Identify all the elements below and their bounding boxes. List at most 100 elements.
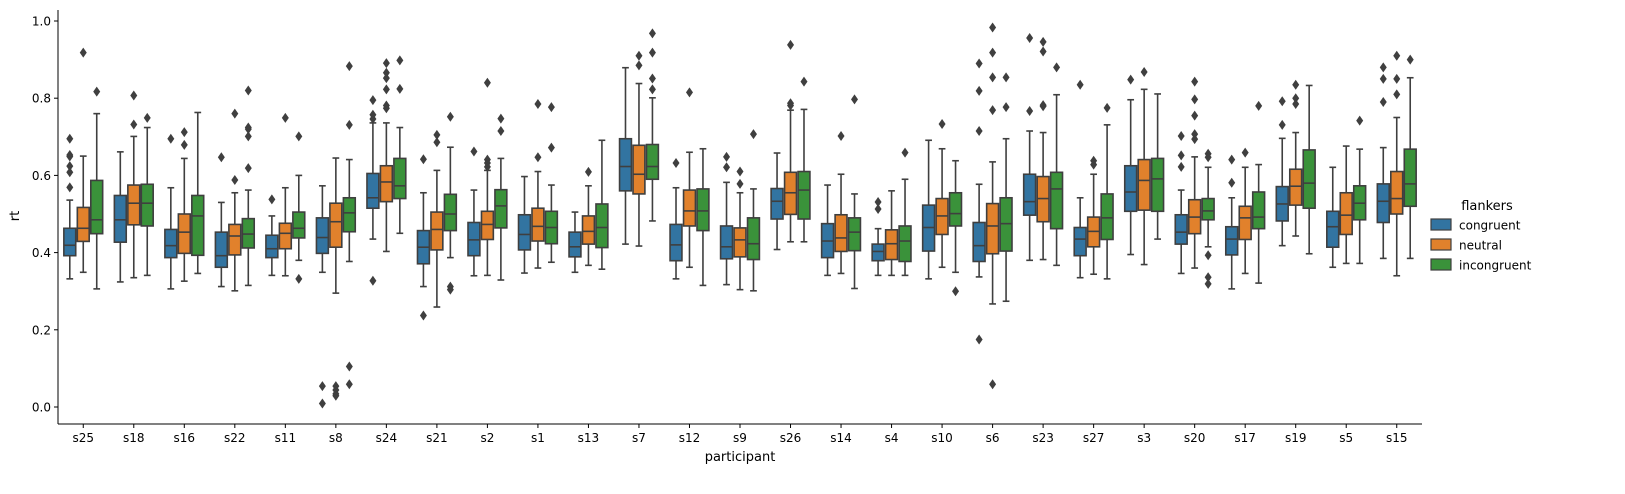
box-incongruent-s27 [1100, 102, 1114, 280]
legend-swatch-incongruent [1430, 258, 1452, 271]
y-tick-label: 0.2 [32, 323, 51, 337]
y-tick-label: 0.0 [32, 401, 51, 415]
outlier-point [1228, 177, 1236, 188]
outlier-point [1103, 102, 1111, 113]
outlier-point [534, 152, 542, 163]
x-tick-label: s3 [1137, 431, 1151, 445]
box-congruent-s8 [315, 185, 330, 409]
box-incongruent-s12 [696, 147, 710, 287]
outlier-point [989, 379, 997, 390]
box-iqr [632, 144, 646, 195]
x-tick-label: s25 [72, 431, 94, 445]
box-neutral-s17 [1238, 147, 1252, 275]
box-incongruent-s1 [544, 102, 559, 264]
x-tick-label: s15 [1386, 431, 1408, 445]
box-congruent-s16 [164, 133, 178, 290]
legend-label-neutral: neutral [1459, 239, 1502, 253]
outlier-point [648, 73, 656, 84]
outlier-point [851, 94, 859, 105]
outlier-point [989, 47, 997, 58]
box-incongruent-s6 [999, 72, 1013, 303]
outlier-point [446, 111, 454, 122]
box-iqr [898, 225, 912, 263]
box-iqr [581, 215, 596, 245]
box-iqr [1288, 168, 1303, 206]
outlier-point [382, 67, 390, 78]
outlier-point [648, 84, 656, 95]
outlier-point [483, 77, 491, 88]
outlier-point [874, 203, 882, 214]
x-tick-label: s8 [329, 431, 343, 445]
box-incongruent-s9 [746, 129, 761, 292]
outlier-point [419, 154, 427, 165]
box-congruent-s12 [669, 158, 683, 280]
outlier-point [167, 133, 175, 144]
outlier-point [1191, 76, 1199, 87]
box-iqr [1238, 205, 1252, 241]
outlier-point [547, 142, 555, 153]
outlier-point [470, 146, 478, 157]
box-iqr [1049, 171, 1064, 230]
box-iqr [342, 196, 357, 233]
y-tick-label: 0.4 [32, 246, 51, 260]
box-neutral-s4 [884, 190, 899, 277]
outlier-point [635, 50, 643, 61]
box-neutral-s10 [935, 119, 949, 269]
box-incongruent-s19 [1302, 84, 1316, 255]
box-iqr [1137, 158, 1151, 211]
box-iqr [292, 211, 306, 239]
box-iqr [948, 191, 963, 227]
outlier-point [433, 137, 441, 148]
outlier-point [800, 76, 808, 87]
outlier-point [1177, 131, 1185, 142]
outlier-point [1393, 50, 1401, 61]
x-tick-label: s17 [1234, 431, 1256, 445]
outlier-point [332, 390, 340, 401]
y-tick-label: 0.6 [32, 169, 51, 183]
box-incongruent-s21 [443, 111, 458, 295]
outlier-point [93, 86, 101, 97]
x-tick-label: s9 [733, 431, 747, 445]
outlier-point [382, 103, 390, 114]
box-neutral-s2 [480, 77, 495, 277]
box-congruent-s15 [1376, 62, 1391, 260]
outlier-point [989, 105, 997, 116]
outlier-point [295, 273, 303, 284]
box-iqr [63, 227, 77, 257]
box-neutral-s11 [278, 112, 293, 277]
box-iqr [1201, 197, 1215, 221]
box-congruent-s9 [719, 151, 734, 286]
box-neutral-s20 [1187, 76, 1202, 269]
box-iqr [1251, 191, 1266, 230]
box-iqr [696, 188, 710, 232]
box-incongruent-s17 [1251, 100, 1266, 284]
box-congruent-s6 [972, 58, 986, 345]
box-congruent-s20 [1174, 131, 1188, 275]
box-neutral-s22 [228, 108, 242, 292]
box-neutral-s18 [127, 90, 141, 279]
box-iqr [1302, 149, 1316, 210]
box-congruent-s26 [770, 152, 784, 251]
outlier-point [231, 108, 239, 119]
x-tick-label: s5 [1339, 431, 1353, 445]
box-iqr [682, 189, 697, 227]
box-congruent-s14 [820, 184, 835, 277]
box-incongruent-s10 [948, 159, 963, 297]
outlier-point [345, 119, 353, 130]
outlier-point [318, 398, 326, 409]
outlier-point [1204, 250, 1212, 261]
box-congruent-s23 [1022, 32, 1037, 262]
outlier-point [244, 131, 252, 142]
box-congruent-s18 [113, 151, 128, 283]
outlier-point [1278, 119, 1286, 130]
x-tick-label: s6 [986, 431, 1000, 445]
y-tick-label: 1.0 [32, 15, 51, 29]
box-neutral-s1 [531, 98, 545, 269]
outlier-point [1026, 32, 1034, 43]
x-tick-label: s4 [885, 431, 899, 445]
box-incongruent-s25 [89, 86, 104, 290]
box-iqr [618, 137, 633, 192]
box-iqr [568, 231, 582, 258]
box-incongruent-s13 [595, 139, 609, 270]
box-congruent-s10 [921, 139, 936, 280]
